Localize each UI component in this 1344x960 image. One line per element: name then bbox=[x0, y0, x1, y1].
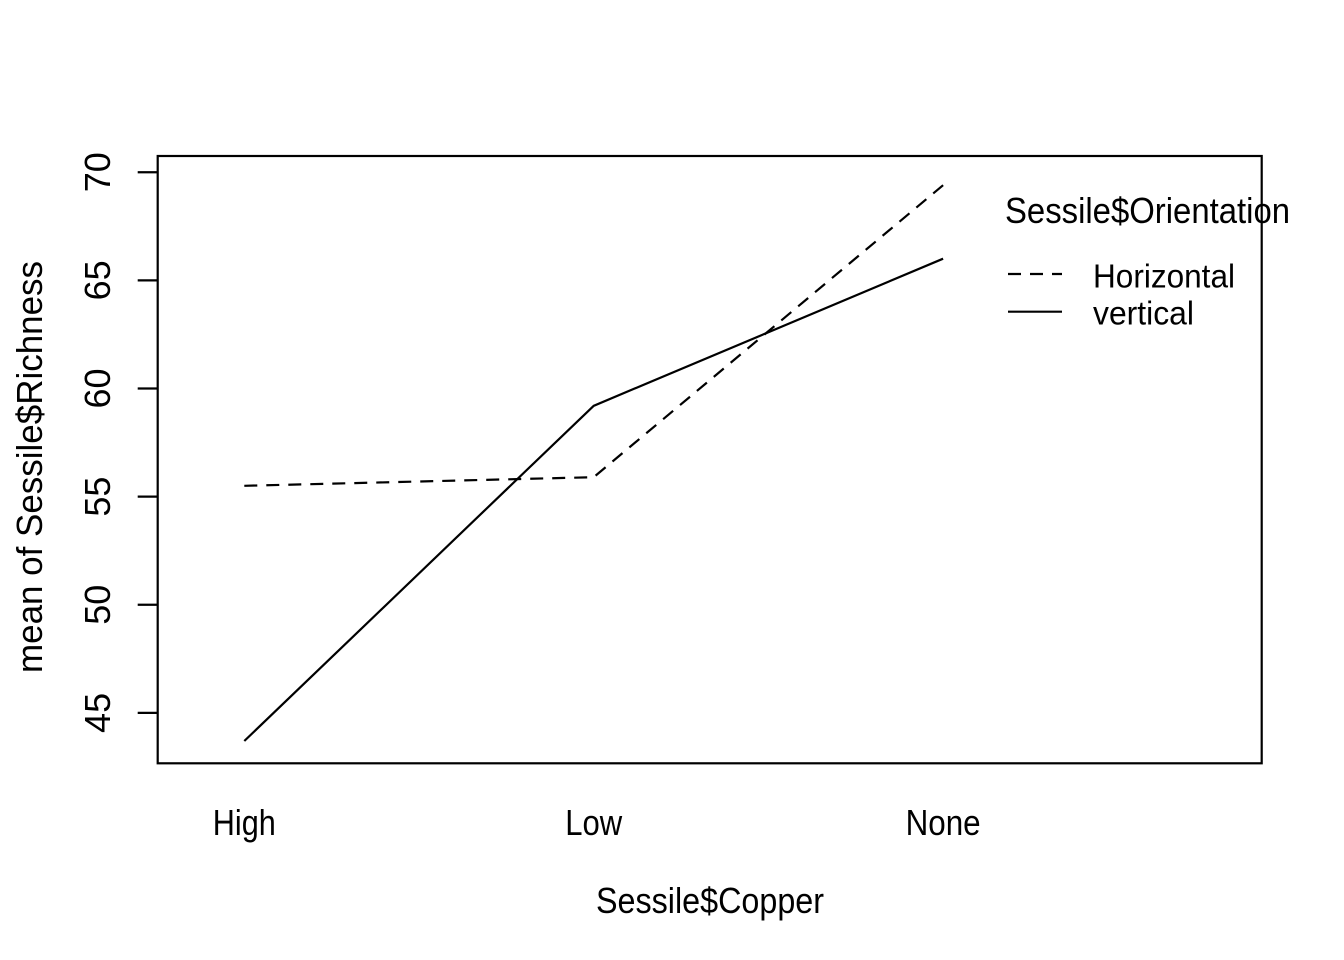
legend-title: Sessile$Orientation bbox=[1005, 190, 1290, 231]
x-axis: High Low None bbox=[213, 802, 981, 843]
x-category-label: Low bbox=[565, 802, 623, 843]
series-lines bbox=[243, 184, 944, 742]
legend: Sessile$Orientation Horizontal vertical bbox=[1005, 190, 1290, 332]
y-tick-label: 70 bbox=[77, 152, 118, 192]
legend-entry-horizontal: Horizontal bbox=[1093, 258, 1235, 295]
x-category-label: None bbox=[906, 802, 981, 843]
y-tick-label: 45 bbox=[77, 693, 118, 733]
plot-area-border bbox=[156, 154, 1263, 765]
y-tick-label: 65 bbox=[77, 260, 118, 300]
x-category-label: High bbox=[213, 802, 276, 843]
legend-entry-vertical: vertical bbox=[1093, 295, 1194, 332]
series-line-horizontal bbox=[244, 184, 944, 487]
y-tick-label: 60 bbox=[77, 368, 118, 408]
y-tick-label: 50 bbox=[77, 585, 118, 625]
y-axis-title: mean of Sessile$Richness bbox=[9, 261, 50, 673]
x-axis-title: Sessile$Copper bbox=[596, 880, 824, 921]
series-line-vertical bbox=[243, 257, 944, 742]
y-tick-label: 55 bbox=[77, 477, 118, 517]
y-axis: 45 50 55 60 65 70 bbox=[77, 152, 158, 733]
